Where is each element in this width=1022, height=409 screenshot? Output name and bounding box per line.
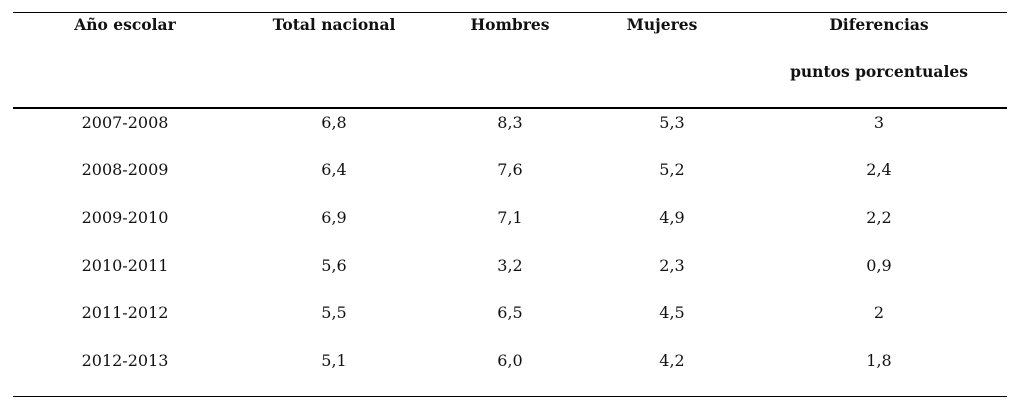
cell-women: 4,9	[659, 208, 685, 227]
cell-year: 2009-2010	[81, 208, 169, 227]
cell-year: 2012-2013	[81, 351, 169, 370]
cell-difference: 2,4	[866, 160, 892, 179]
header-school-year: Año escolar	[74, 15, 176, 34]
cell-women: 5,2	[659, 160, 685, 179]
cell-total: 6,8	[321, 113, 347, 132]
header-differences-unit: puntos porcentuales	[790, 62, 968, 81]
cell-year: 2011-2012	[81, 303, 169, 322]
cell-women: 2,3	[659, 256, 685, 275]
cell-women: 4,2	[659, 351, 685, 370]
header-national-total: Total nacional	[272, 15, 396, 34]
cell-year: 2007-2008	[81, 113, 169, 132]
cell-total: 5,5	[321, 303, 347, 322]
cell-difference: 2,2	[866, 208, 892, 227]
cell-difference: 1,8	[866, 351, 892, 370]
cell-women: 5,3	[659, 113, 685, 132]
cell-men: 6,5	[497, 303, 523, 322]
header-differences: Diferencias	[829, 15, 929, 34]
cell-men: 8,3	[497, 113, 523, 132]
bottom-rule	[13, 396, 1007, 397]
cell-year: 2008-2009	[81, 160, 169, 179]
header-men: Hombres	[470, 15, 550, 34]
cell-year: 2010-2011	[81, 256, 169, 275]
cell-total: 5,6	[321, 256, 347, 275]
cell-men: 3,2	[497, 256, 523, 275]
header-women: Mujeres	[626, 15, 698, 34]
cell-women: 4,5	[659, 303, 685, 322]
cell-difference: 3	[873, 113, 885, 132]
cell-total: 6,9	[321, 208, 347, 227]
cell-men: 7,1	[497, 208, 523, 227]
top-rule	[13, 12, 1007, 13]
cell-difference: 2	[873, 303, 885, 322]
cell-total: 5,1	[321, 351, 347, 370]
cell-men: 6,0	[497, 351, 523, 370]
header-rule	[13, 107, 1007, 109]
cell-total: 6,4	[321, 160, 347, 179]
cell-men: 7,6	[497, 160, 523, 179]
cell-difference: 0,9	[866, 256, 892, 275]
